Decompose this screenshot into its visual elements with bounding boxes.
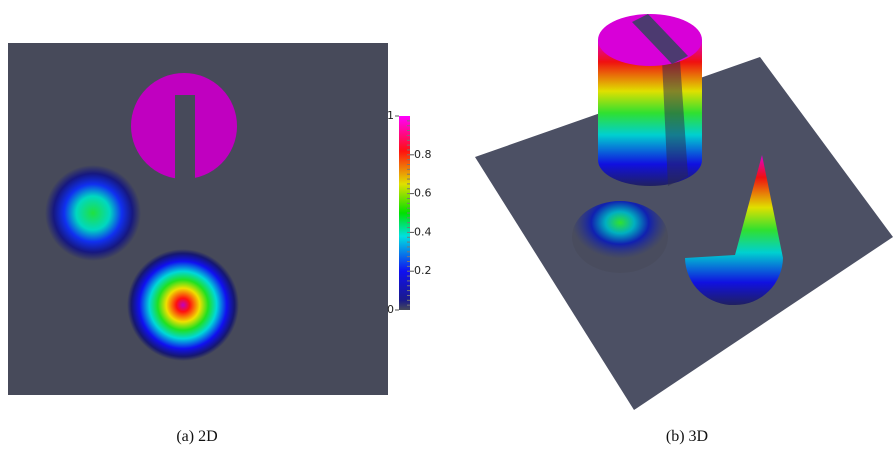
hump-3d (572, 201, 668, 273)
tick-label: 0.6 (414, 187, 432, 200)
slot-3d (662, 60, 688, 186)
domain-3d (475, 57, 893, 410)
cone (127, 249, 239, 361)
tick-label: 0.2 (414, 264, 432, 277)
colorbar (399, 116, 410, 310)
tick-label: 0.8 (414, 148, 432, 161)
slot (175, 95, 195, 183)
tick-label: 1 (387, 109, 394, 122)
tick-label: 0.4 (414, 225, 432, 238)
gaussian-hump (45, 165, 141, 261)
caption: (a) 2D (176, 428, 217, 445)
caption: (b) 3D (666, 428, 708, 445)
cone-3d (685, 155, 783, 306)
tick-label: 0 (387, 303, 394, 316)
slot-top (632, 14, 688, 64)
colorbar-ticks: 0 0.2 0.4 0.6 0.8 1 (387, 109, 432, 316)
